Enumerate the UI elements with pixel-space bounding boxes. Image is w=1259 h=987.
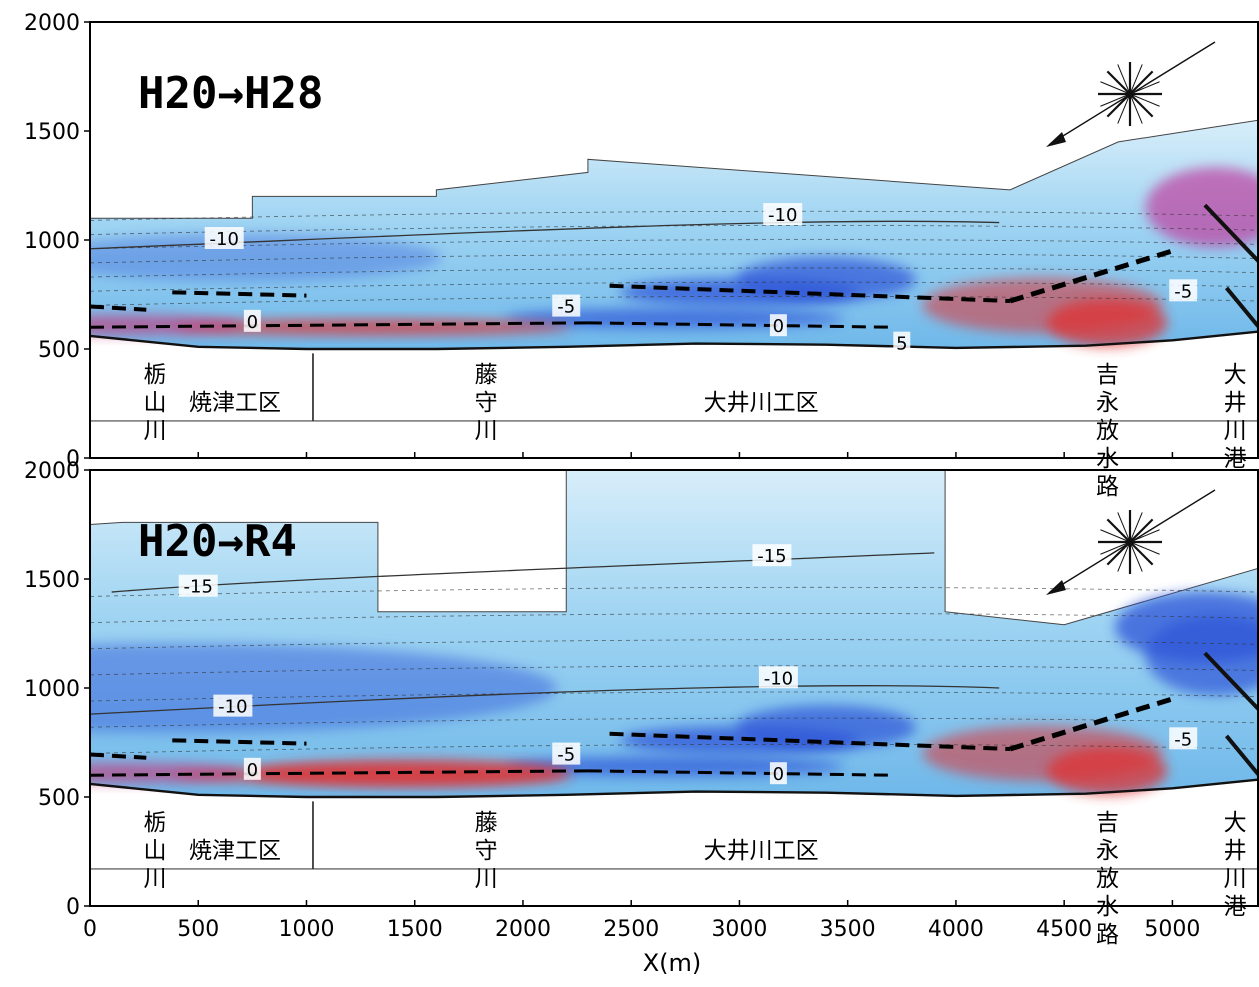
contour-label: -10 (768, 205, 797, 226)
y-tick-label: 2000 (24, 11, 80, 36)
svg-text:吉永放水路: 吉永放水路 (1096, 362, 1119, 500)
x-tick-label: 2500 (603, 917, 659, 942)
place-label: 栃山川 (143, 810, 166, 892)
y-tick-label: 2000 (24, 459, 80, 484)
breakwater-lines (90, 248, 1174, 329)
breakwater-lines (90, 696, 1174, 777)
x-axis-label: X(m) (643, 949, 702, 977)
contour-label: -15 (184, 577, 213, 598)
svg-text:栃山川: 栃山川 (143, 810, 166, 892)
svg-text:栃山川: 栃山川 (143, 362, 166, 444)
x-tick-label: 2000 (495, 917, 551, 942)
place-label: 大井川港 (1224, 362, 1247, 472)
contour-label: 0 (247, 760, 258, 781)
x-axis: 0 500 1000 1500 2000 2500 3000 3500 4000 4500 5000… (83, 917, 1200, 977)
y-tick-label: 500 (38, 786, 80, 811)
contour-label: -5 (1174, 729, 1192, 750)
panel-title: H20→R4 (138, 516, 297, 567)
contour-label: -5 (557, 745, 575, 766)
svg-text:焼津工区: 焼津工区 (189, 390, 281, 416)
x-tick-label: 3500 (820, 917, 876, 942)
y-tick-label: 1000 (24, 229, 80, 254)
place-label: 栃山川 (143, 362, 166, 444)
place-label: 焼津工区 (189, 838, 281, 864)
place-label: 藤守川 (475, 362, 498, 444)
contour-label: -10 (210, 229, 239, 250)
place-label: 大井川工区 (704, 390, 819, 416)
contour-label: -5 (557, 297, 575, 318)
svg-text:大井川工区: 大井川工区 (704, 838, 819, 864)
y-tick-label: 500 (38, 338, 80, 363)
shoreline (90, 778, 1259, 799)
x-tick-label: 3000 (711, 917, 767, 942)
x-tick-label: 4500 (1036, 917, 1092, 942)
svg-text:藤守川: 藤守川 (475, 810, 498, 892)
contour-label: -5 (1174, 281, 1192, 302)
place-label: 大井川港 (1224, 810, 1247, 920)
place-label: 焼津工区 (189, 390, 281, 416)
contour-label: 0 (773, 764, 784, 785)
place-label: 吉永放水路 (1096, 362, 1119, 500)
x-tick-label: 1500 (387, 917, 443, 942)
change-patches (90, 591, 1259, 795)
contour-label: 0 (247, 312, 258, 333)
contour-label: -10 (218, 697, 247, 718)
x-tick-label: 5000 (1144, 917, 1200, 942)
x-tick-label: 500 (177, 917, 219, 942)
place-label: 大井川工区 (704, 838, 819, 864)
panel-title: H20→H28 (138, 68, 323, 119)
contour-label: 5 (896, 334, 907, 355)
x-tick-label: 1000 (278, 917, 334, 942)
y-tick-label: 1500 (24, 568, 80, 593)
svg-text:大井川港: 大井川港 (1224, 810, 1247, 920)
north-arrow-icon (1046, 489, 1216, 595)
svg-text:大井川工区: 大井川工区 (704, 390, 819, 416)
svg-text:焼津工区: 焼津工区 (189, 838, 281, 864)
svg-text:藤守川: 藤守川 (475, 362, 498, 444)
contour-label: -15 (757, 546, 786, 567)
contour-label: 0 (773, 316, 784, 337)
y-tick-label: 0 (66, 895, 80, 920)
x-tick-label: 4000 (928, 917, 984, 942)
place-label: 吉永放水路 (1096, 810, 1119, 948)
svg-text:吉永放水路: 吉永放水路 (1096, 810, 1119, 948)
panel-0: 0 500 1000 1500 2000 H20→H28 -10 -10 -5 -5 0 0 5 栃山川焼… (24, 11, 1259, 500)
north-arrow-icon (1046, 41, 1216, 147)
y-tick-label: 0 (66, 447, 80, 472)
x-tick-label: 0 (83, 917, 97, 942)
change-patches (90, 167, 1259, 347)
place-label: 藤守川 (475, 810, 498, 892)
y-tick-label: 1500 (24, 120, 80, 145)
shoreline (90, 330, 1259, 351)
svg-text:大井川港: 大井川港 (1224, 362, 1247, 472)
contour-label: -10 (764, 668, 793, 689)
y-tick-label: 1000 (24, 677, 80, 702)
